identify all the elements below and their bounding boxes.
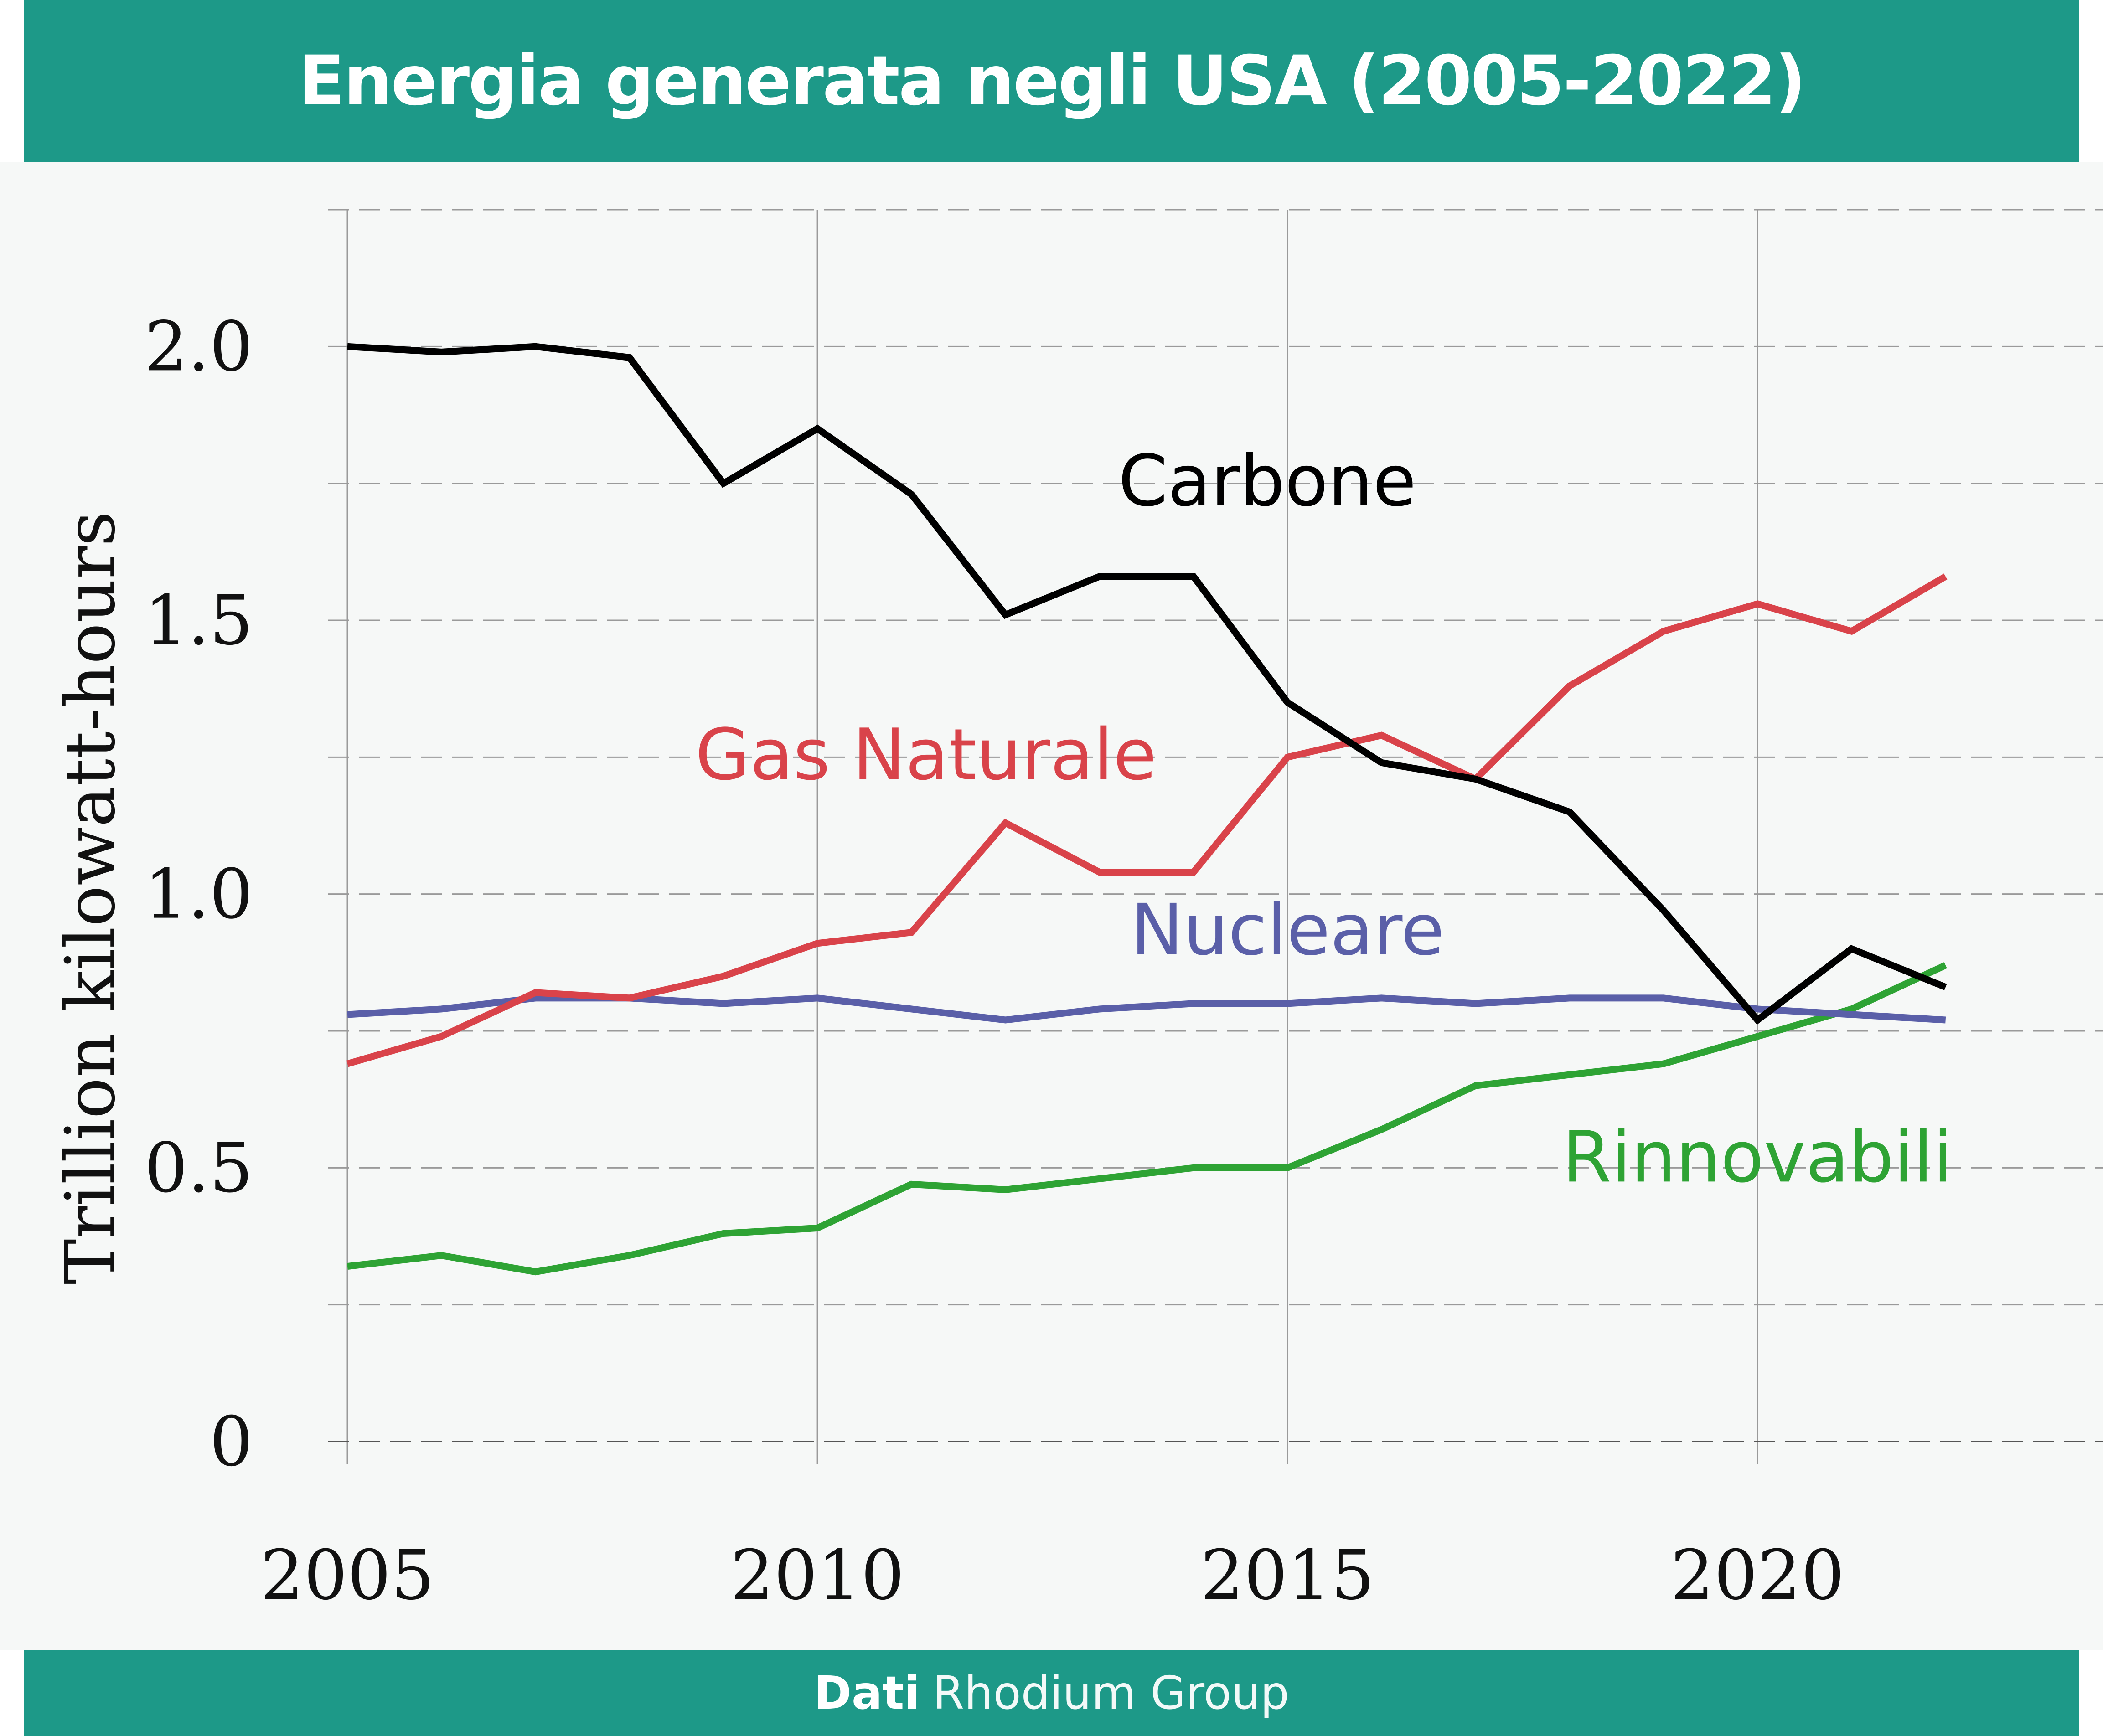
- y-axis-label: Trillion kilowatt-hours: [51, 511, 130, 1285]
- series-label-renewables: Rinnovabili: [1562, 1116, 1953, 1198]
- series-line-coal: [347, 343, 1947, 1025]
- footer-label: Dati: [814, 1666, 920, 1720]
- axis-layer: 0 0.5 1.0 1.5 2.0 2005 2010 2015 2020 Trillion ki…: [51, 307, 2103, 1615]
- x-tick-label: 2010: [730, 1536, 904, 1615]
- title-bar: Energia generata negli USA (2005-2022): [24, 0, 2079, 162]
- series-line-nuclear: [347, 994, 1946, 1024]
- footer-source: Rhodium Group: [932, 1666, 1289, 1720]
- series-label-coal: Carbone: [1118, 440, 1416, 522]
- y-tick-label: 1.0: [144, 855, 253, 934]
- x-tick-label: 2005: [260, 1536, 434, 1615]
- plot-background: [0, 162, 2103, 1650]
- label-layer: Carbone Gas Naturale Nucleare Rinnovabili: [695, 440, 1953, 1199]
- x-tick-label: 2020: [1670, 1536, 1845, 1615]
- series-label-gas: Gas Naturale: [695, 713, 1157, 796]
- y-tick-label: 2.0: [144, 307, 253, 386]
- y-tick-label: 1.5: [144, 581, 253, 660]
- chart-title: Energia generata negli USA (2005-2022): [298, 41, 1806, 121]
- series-line-gas: [346, 573, 1948, 1067]
- y-tick-label: 0.5: [144, 1128, 253, 1208]
- footer-bar: Dati Rhodium Group: [24, 1650, 2079, 1736]
- x-tick-label: 2015: [1200, 1536, 1374, 1615]
- series-layer: [346, 343, 1948, 1276]
- series-label-nuclear: Nucleare: [1131, 889, 1445, 971]
- y-tick-label: 0: [210, 1402, 253, 1482]
- grid-layer: [328, 209, 2103, 1464]
- series-line-renewables: [347, 962, 1947, 1276]
